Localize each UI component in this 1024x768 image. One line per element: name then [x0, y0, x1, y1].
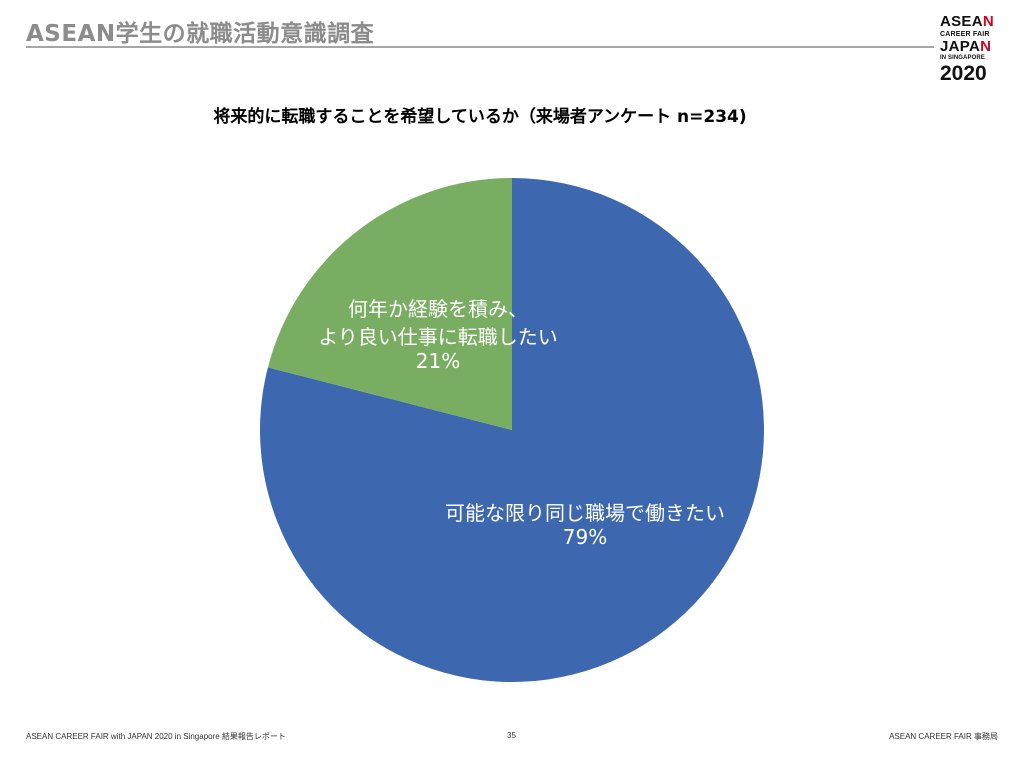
- footer-page-number: 35: [507, 731, 516, 740]
- slice-label-1-0: 何年か経験を積み、: [348, 297, 528, 321]
- chart-title: 将来的に転職することを希望しているか（来場者アンケート n=234): [213, 107, 747, 127]
- pie-slice-1: [267, 178, 512, 430]
- slide-title: ASEAN学生の就職活動意識調査: [26, 21, 375, 47]
- footer-organizer: ASEAN CAREER FAIR 事務局: [889, 732, 998, 741]
- slice-percent-0: 79%: [563, 525, 607, 549]
- slice-label-0-0: 可能な限り同じ職場で働きたい: [445, 501, 725, 525]
- slice-label-1-1: より良い仕事に転職したい: [318, 325, 558, 349]
- footer-report-name: ASEAN CAREER FAIR with JAPAN 2020 in Sin…: [26, 732, 286, 741]
- event-logo: ASEAN CAREER FAIR JAPAN IN SINGAPORE 202…: [940, 13, 995, 85]
- title-divider: [26, 46, 934, 48]
- slice-percent-1: 21%: [416, 349, 460, 373]
- pie-slice-0: [260, 178, 765, 683]
